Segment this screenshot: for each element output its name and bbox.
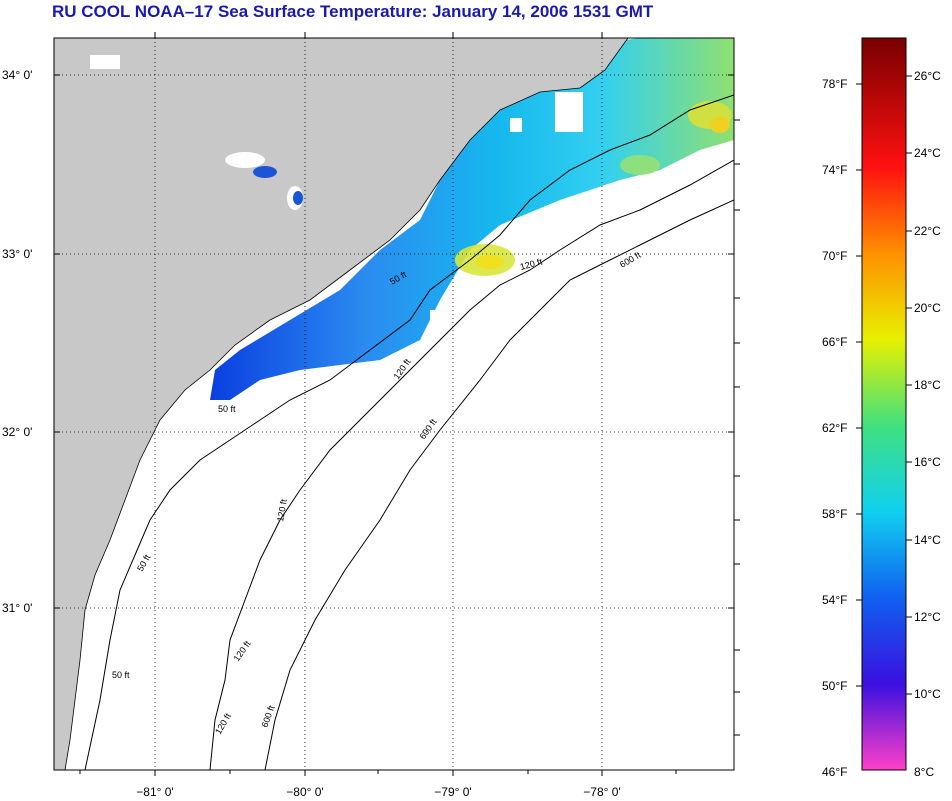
sst-map: 34° 0' 33° 0' 32° 0' 31° 0' −81° 0' −80°… bbox=[2, 32, 740, 799]
fahrenheit-label: 58°F bbox=[822, 507, 847, 521]
celsius-label: 22°C bbox=[914, 224, 941, 238]
lat-label: 31° 0' bbox=[2, 601, 32, 615]
cloud-gap bbox=[510, 118, 522, 132]
celsius-label: 16°C bbox=[914, 455, 941, 469]
lon-label: −80° 0' bbox=[286, 785, 323, 799]
colorbar: 78°F 74°F 70°F 66°F 62°F 58°F 54°F 50°F … bbox=[822, 37, 941, 779]
fahrenheit-label: 74°F bbox=[822, 163, 847, 177]
graticule bbox=[54, 38, 734, 770]
fahrenheit-label: 70°F bbox=[822, 249, 847, 263]
contour-600ft bbox=[264, 199, 734, 770]
land bbox=[54, 38, 629, 770]
contour-120ft bbox=[209, 159, 734, 770]
warm-patch bbox=[620, 155, 660, 175]
contour-label: 120 ft bbox=[275, 498, 289, 522]
contour-50ft bbox=[84, 94, 734, 770]
land-cloud bbox=[90, 55, 120, 69]
lon-label: −78° 0' bbox=[583, 785, 620, 799]
fahrenheit-label: 78°F bbox=[822, 77, 847, 91]
celsius-label: 18°C bbox=[914, 378, 941, 392]
map-frame bbox=[53, 37, 735, 771]
celsius-label: 14°C bbox=[914, 533, 941, 547]
celsius-label: 24°C bbox=[914, 146, 941, 160]
lon-label: −81° 0' bbox=[136, 785, 173, 799]
celsius-label: 26°C bbox=[914, 69, 941, 83]
fahrenheit-label: 66°F bbox=[822, 335, 847, 349]
sst-band bbox=[210, 38, 734, 400]
contour-label: 50 ft bbox=[218, 404, 236, 414]
fahrenheit-label: 54°F bbox=[822, 593, 847, 607]
lon-label: −79° 0' bbox=[434, 785, 471, 799]
celsius-label: 20°C bbox=[914, 301, 941, 315]
lat-label: 32° 0' bbox=[2, 425, 32, 439]
fahrenheit-label: 62°F bbox=[822, 421, 847, 435]
celsius-label: 10°C bbox=[914, 687, 941, 701]
fahrenheit-label: 50°F bbox=[822, 679, 847, 693]
depth-contours bbox=[84, 94, 734, 770]
cloud-gap bbox=[430, 310, 450, 335]
map-title: RU COOL NOAA–17 Sea Surface Temperature:… bbox=[52, 2, 654, 21]
warm-patch bbox=[476, 255, 504, 269]
fahrenheit-label: 46°F bbox=[822, 765, 847, 779]
lat-label: 33° 0' bbox=[2, 247, 32, 261]
lat-label: 34° 0' bbox=[2, 68, 32, 82]
land-cloud bbox=[225, 152, 265, 168]
lake bbox=[293, 191, 303, 205]
colorbar-gradient bbox=[861, 37, 907, 771]
axis-ticks bbox=[54, 32, 740, 776]
lake bbox=[253, 166, 277, 178]
celsius-label: 8°C bbox=[914, 765, 934, 779]
warm-patch bbox=[710, 117, 730, 133]
celsius-label: 12°C bbox=[914, 610, 941, 624]
cloud-gap bbox=[555, 92, 583, 132]
contour-label: 50 ft bbox=[112, 670, 130, 680]
colorbar-ticks bbox=[856, 75, 912, 695]
